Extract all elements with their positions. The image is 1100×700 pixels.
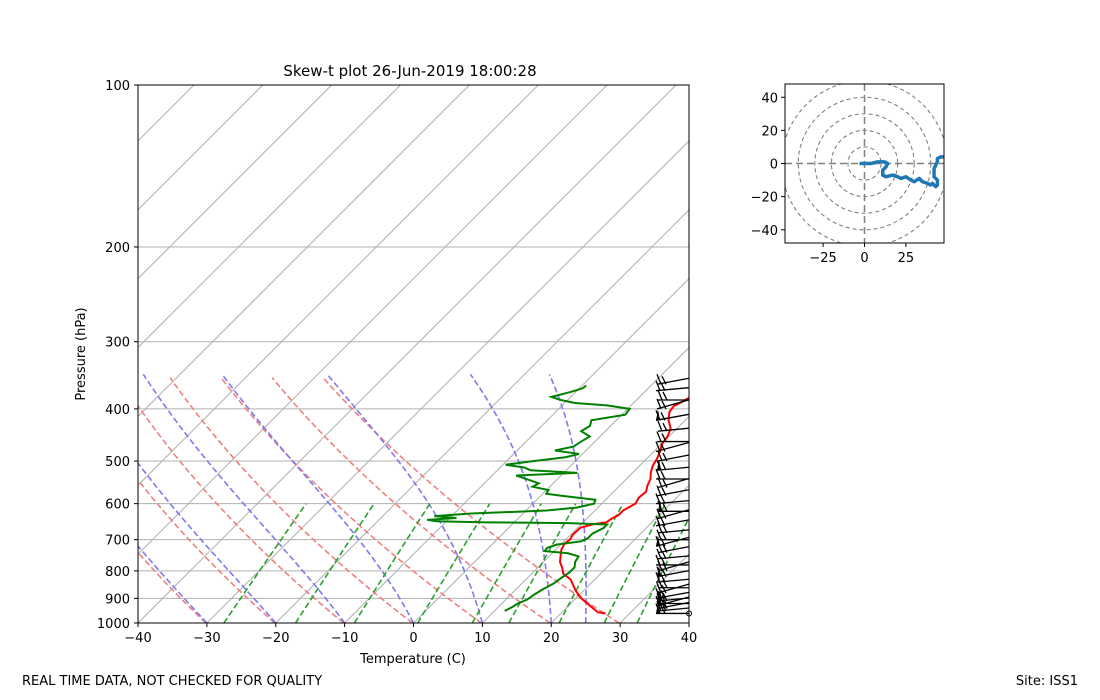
x-tick-label: 20 [543,631,560,646]
moist-adiabat-line [138,544,208,623]
quality-disclaimer: REAL TIME DATA, NOT CHECKED FOR QUALITY [22,674,323,689]
x-tick-label: −10 [331,631,358,646]
isotherm-line [138,85,470,418]
moist-adiabat-line [142,373,346,623]
isotherm-line [688,622,689,623]
y-tick-label: 100 [105,79,130,94]
x-tick-label: 30 [612,631,629,646]
mixing-ratio-line [353,503,431,623]
y-tick-label: 400 [105,403,130,418]
y-tick-label: 200 [105,241,130,256]
mixing-ratio-line [508,503,577,623]
wind-barb [657,522,690,534]
moist-adiabat-line [469,373,553,623]
y-tick-label: 700 [105,534,130,549]
mixing-ratio-line [636,516,689,623]
x-axis-label: Temperature (C) [359,652,466,667]
moist-adiabat-line [326,373,484,623]
isotherm-line [413,346,689,623]
wind-barb [655,409,690,421]
wind-barb [657,389,689,401]
mixing-ratio-line [471,503,542,623]
isotherm-line [138,85,264,211]
isotherm-line [138,85,677,623]
isotherm-line [138,85,539,486]
y-tick-label: 600 [105,498,130,513]
wind-barb [656,374,690,385]
hodo-x-tick-label: −25 [809,251,836,266]
hodograph-ring [814,113,915,214]
hodograph-trace [859,155,944,189]
mixing-ratio-line [417,503,491,623]
isotherm-line [550,484,689,623]
y-tick-label: 800 [105,565,130,580]
hodo-y-tick-label: 20 [761,124,778,139]
isotherm-line [138,85,608,555]
isotherm-line [344,277,689,623]
y-tick-label: 500 [105,455,130,470]
wind-barb [656,565,690,578]
hodo-y-tick-label: −20 [751,191,778,206]
isotherm-line [138,85,195,142]
wind-barb [655,380,690,392]
isotherm-line [482,415,689,623]
temperature-profile [558,396,689,615]
wind-barb [656,431,689,443]
wind-barb [655,441,690,453]
wind-barb [655,535,690,547]
wind-barb [657,450,690,462]
x-tick-label: 0 [409,631,417,646]
wind-barb [657,420,690,432]
mixing-ratio-line [603,503,667,623]
dry-adiabat-line [138,478,276,623]
dry-adiabat-line [271,377,551,623]
wind-barb [655,468,689,480]
site-label: Site: ISS1 [1015,674,1078,689]
x-tick-label: 10 [474,631,491,646]
wind-barb [655,493,690,505]
moist-adiabat-line [138,461,277,623]
hodo-y-tick-label: 0 [770,158,778,173]
dry-adiabat-line [169,377,413,623]
isotherm-line [138,85,401,349]
y-tick-label: 300 [105,336,130,351]
wind-barb [655,588,690,600]
mixing-ratio-line [294,503,375,623]
isotherm-line [275,209,689,623]
mixing-ratio-line [558,503,624,623]
wind-barb [655,515,690,527]
hodo-y-tick-label: 40 [761,91,778,106]
x-tick-label: 40 [681,631,698,646]
skewt-frame [137,84,690,624]
mixing-ratio-line [223,503,307,623]
y-tick-label: 1000 [97,617,130,632]
isotherm-line [619,553,689,623]
x-tick-label: −20 [262,631,289,646]
hodo-x-tick-label: 0 [860,251,868,266]
dry-adiabat-line [220,377,482,623]
isotherm-line [0,85,56,623]
isotherm-line [138,85,332,280]
x-tick-label: −40 [124,631,151,646]
y-tick-label: 900 [105,592,130,607]
wind-barb [656,459,690,471]
moist-adiabat-line [221,373,415,623]
wind-barb [656,398,690,410]
y-axis-label: Pressure (hPa) [74,307,89,400]
isotherm-line [206,140,689,623]
hodo-y-tick-label: −40 [751,224,778,239]
dewpoint-profile [426,384,632,612]
dry-adiabat-line [138,404,345,623]
hodo-x-tick-label: 25 [898,251,915,266]
wind-barb [656,485,690,497]
moist-adiabat-line [548,374,587,623]
dry-adiabat-line [138,551,207,623]
chart-title: Skew-t plot 26-Jun-2019 18:00:28 [283,62,536,80]
x-tick-label: −30 [193,631,220,646]
